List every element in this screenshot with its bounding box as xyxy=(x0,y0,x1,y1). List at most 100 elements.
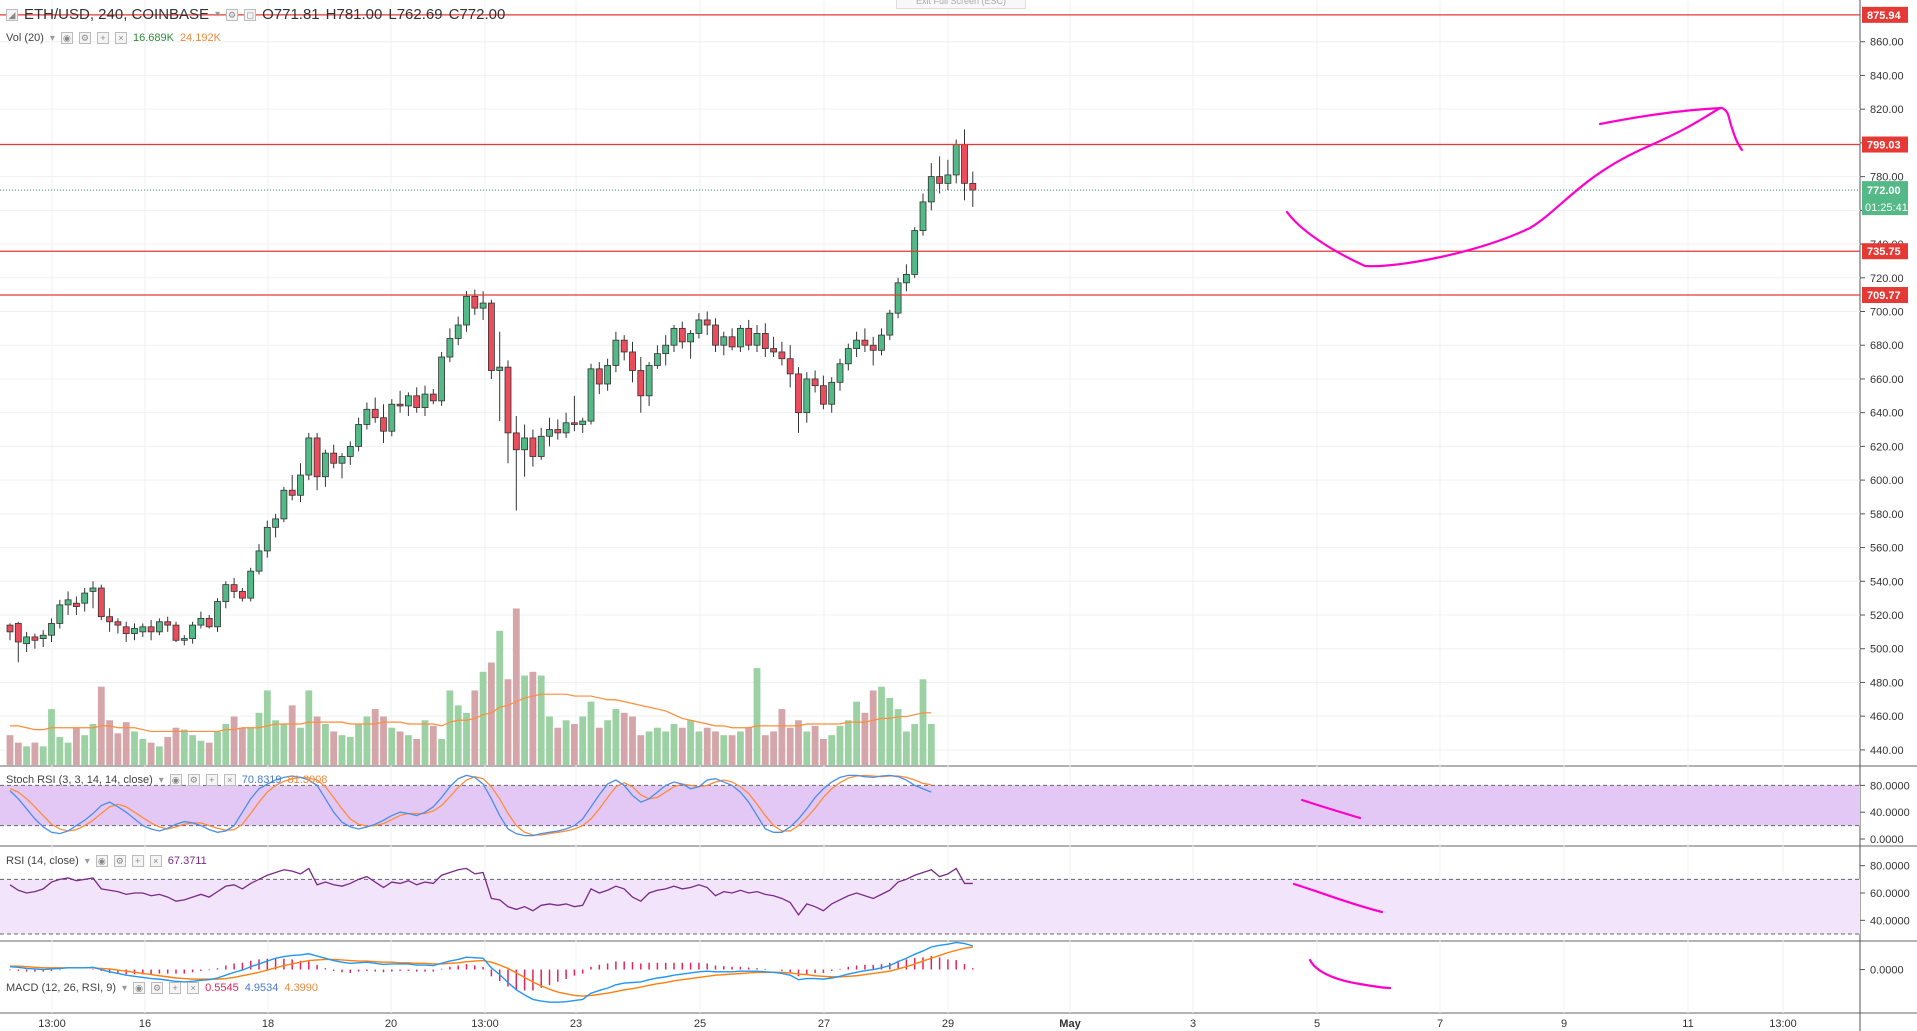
chevron-down-icon[interactable]: ▾ xyxy=(49,32,55,44)
candle xyxy=(894,277,902,319)
candle-layer xyxy=(6,129,977,663)
candle xyxy=(139,623,147,637)
candle xyxy=(745,319,753,351)
price-tick-label: 780.00 xyxy=(1870,172,1904,184)
volume-bar xyxy=(836,725,844,765)
price-tick-label: 560.00 xyxy=(1870,543,1904,555)
eye-icon[interactable]: ◉ xyxy=(60,32,73,44)
time-tick-label: 18 xyxy=(262,1018,274,1030)
chevron-down-icon[interactable]: ▾ xyxy=(158,774,164,786)
eye-icon[interactable]: ◉ xyxy=(95,855,108,867)
volume-bar xyxy=(521,675,528,765)
eye-icon[interactable]: ◉ xyxy=(169,774,182,786)
candle xyxy=(927,163,935,211)
settings-icon[interactable]: ⚙ xyxy=(113,855,126,867)
volume-bar xyxy=(114,733,122,765)
settings-icon[interactable]: ⚙ xyxy=(151,982,164,994)
candle xyxy=(346,441,354,465)
candle-body xyxy=(562,422,570,434)
level-lines xyxy=(0,14,1860,296)
settings-icon[interactable]: ⚙ xyxy=(78,32,91,44)
candle-body xyxy=(355,424,363,447)
candle-body xyxy=(512,432,520,451)
settings-icon[interactable]: ⚙ xyxy=(226,8,239,21)
candle xyxy=(595,362,603,395)
volume-bar xyxy=(629,716,636,765)
candle xyxy=(180,635,188,646)
candle-body xyxy=(836,363,844,383)
candle xyxy=(463,291,470,332)
candle-body xyxy=(164,621,172,626)
volume-bar xyxy=(927,724,935,765)
price-tick-label: 520.00 xyxy=(1870,610,1904,622)
candle xyxy=(355,417,363,452)
price-tick-label: 460.00 xyxy=(1870,711,1904,723)
close-icon[interactable]: × xyxy=(223,774,236,786)
add-icon[interactable]: + xyxy=(131,855,144,867)
volume-bar xyxy=(537,675,545,765)
candle xyxy=(662,335,670,366)
candle xyxy=(803,372,811,423)
candle xyxy=(479,291,487,320)
close-icon[interactable]: × xyxy=(114,32,127,44)
collapse-icon[interactable]: ◢ xyxy=(6,8,18,21)
volume-bar xyxy=(164,737,172,765)
candle xyxy=(31,633,39,649)
volume-bar xyxy=(297,727,304,765)
chevron-down-icon[interactable]: ▾ xyxy=(122,982,128,994)
candle-body xyxy=(936,176,943,184)
candle xyxy=(421,385,429,417)
macd-signal-line xyxy=(10,946,973,997)
macd-hist-value: 0.5545 xyxy=(205,982,239,994)
volume-bar xyxy=(471,690,479,765)
macd-tick-label: 0.0000 xyxy=(1870,965,1904,977)
candle xyxy=(263,520,271,558)
time-tick-label: 11 xyxy=(1682,1018,1693,1030)
candle xyxy=(670,324,678,352)
volume-bar xyxy=(479,671,487,765)
volume-bar xyxy=(122,722,130,765)
annotation-stroke xyxy=(1308,958,1392,990)
candle-body xyxy=(496,366,504,371)
candle-body xyxy=(413,395,421,409)
hide-icon[interactable]: ◻ xyxy=(244,8,257,21)
candle xyxy=(238,588,246,602)
add-icon[interactable]: + xyxy=(169,982,182,994)
candle xyxy=(147,620,155,641)
candle xyxy=(828,377,836,413)
eye-icon[interactable]: ◉ xyxy=(133,982,146,994)
add-icon[interactable]: + xyxy=(205,774,218,786)
volume-bar xyxy=(280,724,288,765)
price-tick-label: 620.00 xyxy=(1870,441,1904,453)
add-icon[interactable]: + xyxy=(96,32,109,44)
exit-fullscreen-button[interactable]: Exit Full Screen (ESC) xyxy=(896,0,1026,9)
candle xyxy=(961,129,968,201)
volume-bar xyxy=(620,712,628,765)
oscillator-band xyxy=(0,879,1860,934)
volume-bar xyxy=(919,679,927,765)
candle-body xyxy=(396,403,404,407)
annotation-stroke xyxy=(1292,882,1384,914)
volume-bar xyxy=(496,630,504,765)
candle xyxy=(363,402,371,430)
stoch-d-value: 81.3008 xyxy=(287,774,328,786)
macd-signal-value: 4.3990 xyxy=(284,982,319,994)
volume-bar xyxy=(761,735,769,765)
candle xyxy=(164,616,172,632)
candle-body xyxy=(761,333,769,349)
level-price-tag xyxy=(1862,287,1908,304)
rsi-label: RSI (14, close) xyxy=(6,855,79,867)
candle-body xyxy=(637,370,645,397)
close-icon[interactable]: × xyxy=(187,982,200,994)
candle-body xyxy=(272,518,280,528)
volume-bar xyxy=(205,742,213,765)
volume-ma-line xyxy=(10,693,932,733)
candle xyxy=(869,336,877,366)
volume-ma-value: 24.192K xyxy=(179,32,221,44)
close-icon[interactable]: × xyxy=(149,855,162,867)
chevron-down-icon[interactable]: ▾ xyxy=(215,9,221,20)
chevron-down-icon[interactable]: ▾ xyxy=(84,855,90,867)
candle xyxy=(214,598,221,632)
settings-icon[interactable]: ⚙ xyxy=(187,774,200,786)
